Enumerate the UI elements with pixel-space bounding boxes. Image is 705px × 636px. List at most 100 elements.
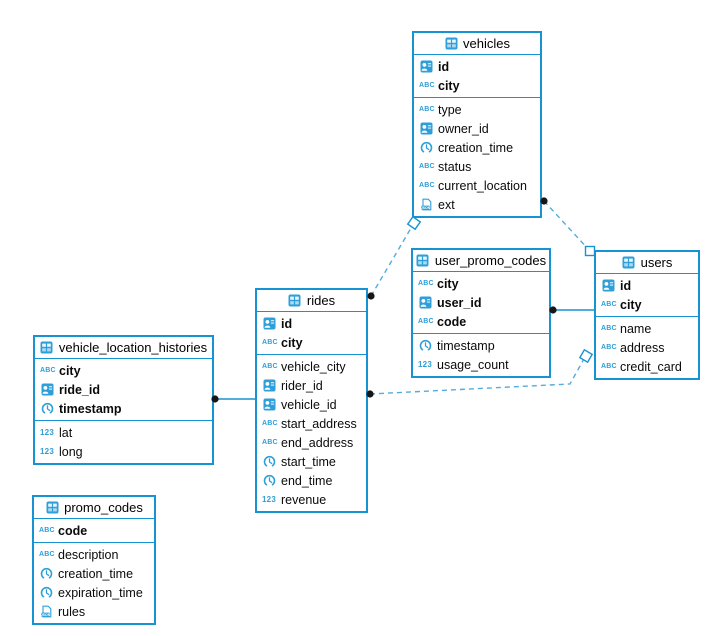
number-type-icon: 123 [418,360,432,369]
column-row[interactable]: ABC end_address [257,433,366,452]
columns-section: timestamp 123 usage_count [413,334,549,376]
column-row[interactable]: owner_id [414,119,540,138]
time-type-icon [39,567,53,580]
columns-section: ABC description creation_time expiration_… [34,543,154,623]
table-promo_codes[interactable]: promo_codes ABC code ABC description creat… [32,495,156,625]
string-type-icon: ABC [39,527,55,534]
column-name: code [58,523,88,538]
table-vehicles[interactable]: vehicles id ABC city ABC type owner_id cre… [412,31,542,218]
number-type-icon: 123 [40,428,54,437]
column-row[interactable]: end_time [257,471,366,490]
table-users[interactable]: users id ABC city ABC name ABC address ABC c… [594,250,700,380]
column-name: creation_time [58,566,134,581]
column-row[interactable]: user_id [413,293,549,312]
json-type-icon: JSON [419,198,433,211]
table-header[interactable]: user_promo_codes [413,250,549,272]
primary-key-section: id ABC city [596,274,698,317]
column-name: id [438,59,450,74]
column-row[interactable]: creation_time [34,564,154,583]
column-name: timestamp [59,401,122,416]
time-type-icon [418,339,432,352]
column-row[interactable]: expiration_time [34,583,154,602]
string-type-icon: ABC [418,280,434,287]
table-vehicle_location_histories[interactable]: vehicle_location_histories ABC city ride_… [33,335,214,465]
column-row[interactable]: start_time [257,452,366,471]
column-row[interactable]: id [257,314,366,333]
column-row[interactable]: ABC start_address [257,414,366,433]
column-row[interactable]: ABC city [35,361,212,380]
column-row[interactable]: ABC current_location [414,176,540,195]
column-row[interactable]: 123 usage_count [413,355,549,374]
table-rides[interactable]: rides id ABC city ABC vehicle_city rider_i… [255,288,368,513]
column-row[interactable]: ABC name [596,319,698,338]
column-row[interactable]: timestamp [35,399,212,418]
column-name: rules [58,604,86,619]
table-header[interactable]: vehicles [414,33,540,55]
column-row[interactable]: ABC code [413,312,549,331]
column-row[interactable]: ABC description [34,545,154,564]
column-row[interactable]: ABC city [414,76,540,95]
column-row[interactable]: ABC address [596,338,698,357]
column-row[interactable]: id [414,57,540,76]
string-type-icon: ABC [418,318,434,325]
ref-type-icon [40,383,54,396]
column-row[interactable]: ABC type [414,100,540,119]
column-row[interactable]: timestamp [413,336,549,355]
column-row[interactable]: 123 lat [35,423,212,442]
time-type-icon [40,402,54,415]
column-row[interactable]: ABC code [34,521,154,540]
column-row[interactable]: ABC vehicle_city [257,357,366,376]
column-name: description [58,547,119,562]
string-type-icon: ABC [262,439,278,446]
column-name: user_id [437,295,482,310]
column-name: end_address [281,435,354,450]
table-header[interactable]: promo_codes [34,497,154,519]
column-row[interactable]: JSON rules [34,602,154,621]
string-type-icon: ABC [601,363,617,370]
table-user_promo_codes[interactable]: user_promo_codes ABC city user_id ABC code… [411,248,551,378]
column-name: city [281,335,303,350]
ref-type-icon [262,317,276,330]
relation-vehicles-to-users[interactable] [540,197,596,257]
table-name: user_promo_codes [434,253,547,268]
column-name: expiration_time [58,585,143,600]
table-header[interactable]: vehicle_location_histories [35,337,212,359]
svg-text:JSON: JSON [40,613,50,617]
column-row[interactable]: creation_time [414,138,540,157]
column-name: lat [59,425,73,440]
column-row[interactable]: ABC status [414,157,540,176]
column-row[interactable]: 123 long [35,442,212,461]
relation-vehicle_location_histories-to-rides[interactable] [211,395,255,403]
column-name: current_location [438,178,527,193]
column-row[interactable]: ABC credit_card [596,357,698,376]
column-row[interactable]: rider_id [257,376,366,395]
string-type-icon: ABC [262,420,278,427]
columns-section: ABC vehicle_city rider_id vehicle_id ABC s… [257,355,366,511]
table-icon [45,501,59,514]
ref-type-icon [419,122,433,135]
column-row[interactable]: id [596,276,698,295]
relation-dot-marker [367,292,375,300]
column-name: start_address [281,416,357,431]
column-row[interactable]: ABC city [413,274,549,293]
column-name: revenue [281,492,327,507]
number-type-icon: 123 [40,447,54,456]
primary-key-section: id ABC city [257,312,366,355]
column-name: ext [438,197,455,212]
relation-user_promo_codes-to-users[interactable] [549,306,594,314]
column-row[interactable]: ride_id [35,380,212,399]
column-row[interactable]: vehicle_id [257,395,366,414]
column-name: city [59,363,81,378]
column-row[interactable]: ABC city [257,333,366,352]
column-row[interactable]: ABC city [596,295,698,314]
column-name: status [438,159,472,174]
column-row[interactable]: JSON ext [414,195,540,214]
table-icon [622,256,636,269]
column-row[interactable]: 123 revenue [257,490,366,509]
string-type-icon: ABC [419,163,435,170]
table-header[interactable]: users [596,252,698,274]
string-type-icon: ABC [39,551,55,558]
table-header[interactable]: rides [257,290,366,312]
column-name: city [438,78,460,93]
